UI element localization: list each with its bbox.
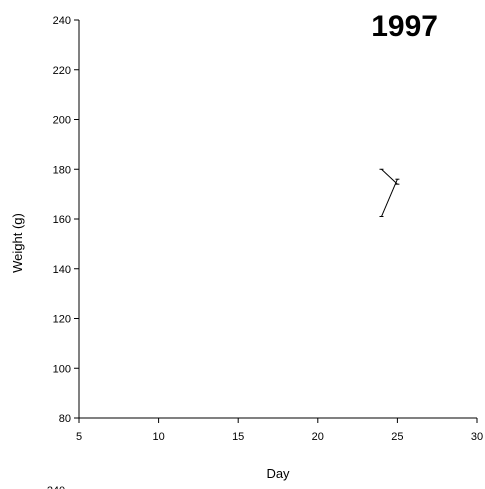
series-line-1 bbox=[381, 179, 398, 217]
y-tick-label-80: 80 bbox=[59, 413, 71, 425]
chart-title: 1997 bbox=[371, 10, 438, 43]
x-tick-label-5: 5 bbox=[76, 431, 82, 443]
x-tick-label-25: 25 bbox=[391, 431, 403, 443]
y-tick-label-240: 240 bbox=[53, 15, 71, 27]
y-tick-label-100: 100 bbox=[53, 363, 71, 375]
x-ticks: 5 10 15 20 25 30 bbox=[76, 418, 483, 443]
x-tick-label-10: 10 bbox=[152, 431, 164, 443]
x-tick-label-15: 15 bbox=[232, 431, 244, 443]
y-tick-label-160: 160 bbox=[53, 214, 71, 226]
y-tick-label-200: 200 bbox=[53, 115, 71, 127]
y-axis-title: Weight (g) bbox=[10, 213, 25, 273]
y-ticks: 80 100 120 140 160 180 200 220 240 bbox=[53, 15, 79, 425]
y-tick-label-120: 120 bbox=[53, 314, 71, 326]
axes bbox=[78, 20, 477, 419]
x-axis-title: Day bbox=[266, 466, 290, 481]
series-line-2 bbox=[381, 168, 398, 185]
x-tick-label-20: 20 bbox=[312, 431, 324, 443]
y-tick-label-180: 180 bbox=[53, 164, 71, 176]
y-tick-label-140: 140 bbox=[53, 264, 71, 276]
next-chart-tick-label: 240 bbox=[47, 485, 65, 489]
series-layer bbox=[379, 168, 400, 218]
y-tick-label-220: 220 bbox=[53, 65, 71, 77]
x-tick-label-30: 30 bbox=[471, 431, 483, 443]
